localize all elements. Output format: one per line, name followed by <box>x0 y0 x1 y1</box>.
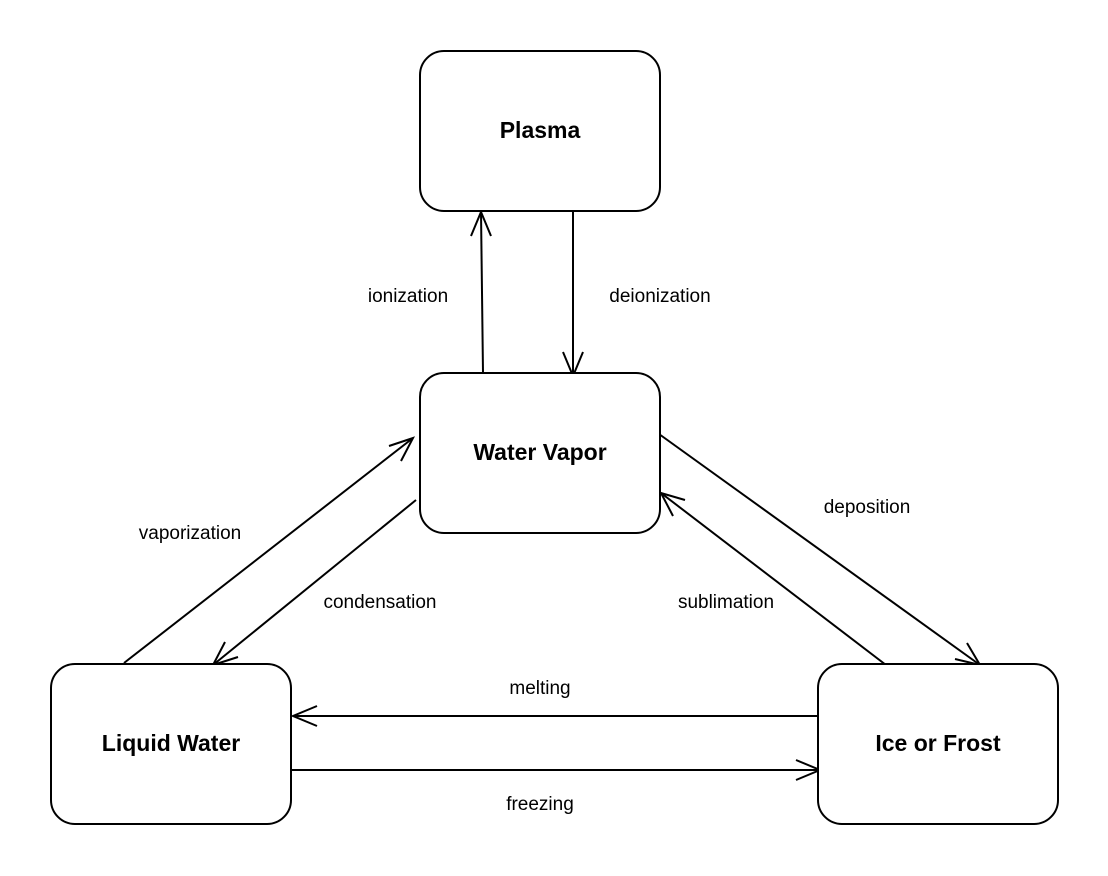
plasma-box <box>419 50 661 212</box>
sublimation-label: sublimation <box>678 592 774 613</box>
water-vapor-label: Water Vapor <box>473 439 606 465</box>
node-plasma[interactable]: Plasma <box>419 50 661 212</box>
freezing-label: freezing <box>506 794 574 815</box>
vaporization-label: vaporization <box>139 523 241 544</box>
edge-ionization[interactable] <box>470 209 492 374</box>
edge-vaporization[interactable] <box>123 436 416 664</box>
vaporization-line <box>123 437 414 664</box>
water-vapor-box <box>419 372 661 534</box>
melting-label: melting <box>509 678 570 699</box>
node-water-vapor[interactable]: Water Vapor <box>419 372 661 534</box>
deposition-label: deposition <box>824 497 911 518</box>
liquid-water-box <box>50 663 292 825</box>
vaporization-arrowhead <box>388 436 416 462</box>
deposition-line <box>658 433 981 666</box>
edge-deposition[interactable] <box>658 433 983 667</box>
deionization-label: deionization <box>609 286 710 307</box>
edge-freezing[interactable] <box>291 759 823 781</box>
melting-arrowhead <box>290 705 318 727</box>
edge-melting[interactable] <box>290 705 818 727</box>
ionization-label: ionization <box>368 286 448 307</box>
ice-or-frost-box <box>817 663 1059 825</box>
condensation-line <box>212 499 417 666</box>
ionization-line <box>480 211 484 374</box>
liquid-water-label: Liquid Water <box>102 730 240 756</box>
condensation-label: condensation <box>323 592 436 613</box>
node-liquid-water[interactable]: Liquid Water <box>50 663 292 825</box>
ice-or-frost-label: Ice or Frost <box>875 730 1001 756</box>
node-ice-or-frost[interactable]: Ice or Frost <box>817 663 1059 825</box>
edge-deionization[interactable] <box>562 211 584 379</box>
edge-sublimation[interactable] <box>659 491 887 666</box>
edge-condensation[interactable] <box>210 499 417 667</box>
sublimation-line <box>660 492 887 666</box>
plasma-label: Plasma <box>500 117 581 143</box>
